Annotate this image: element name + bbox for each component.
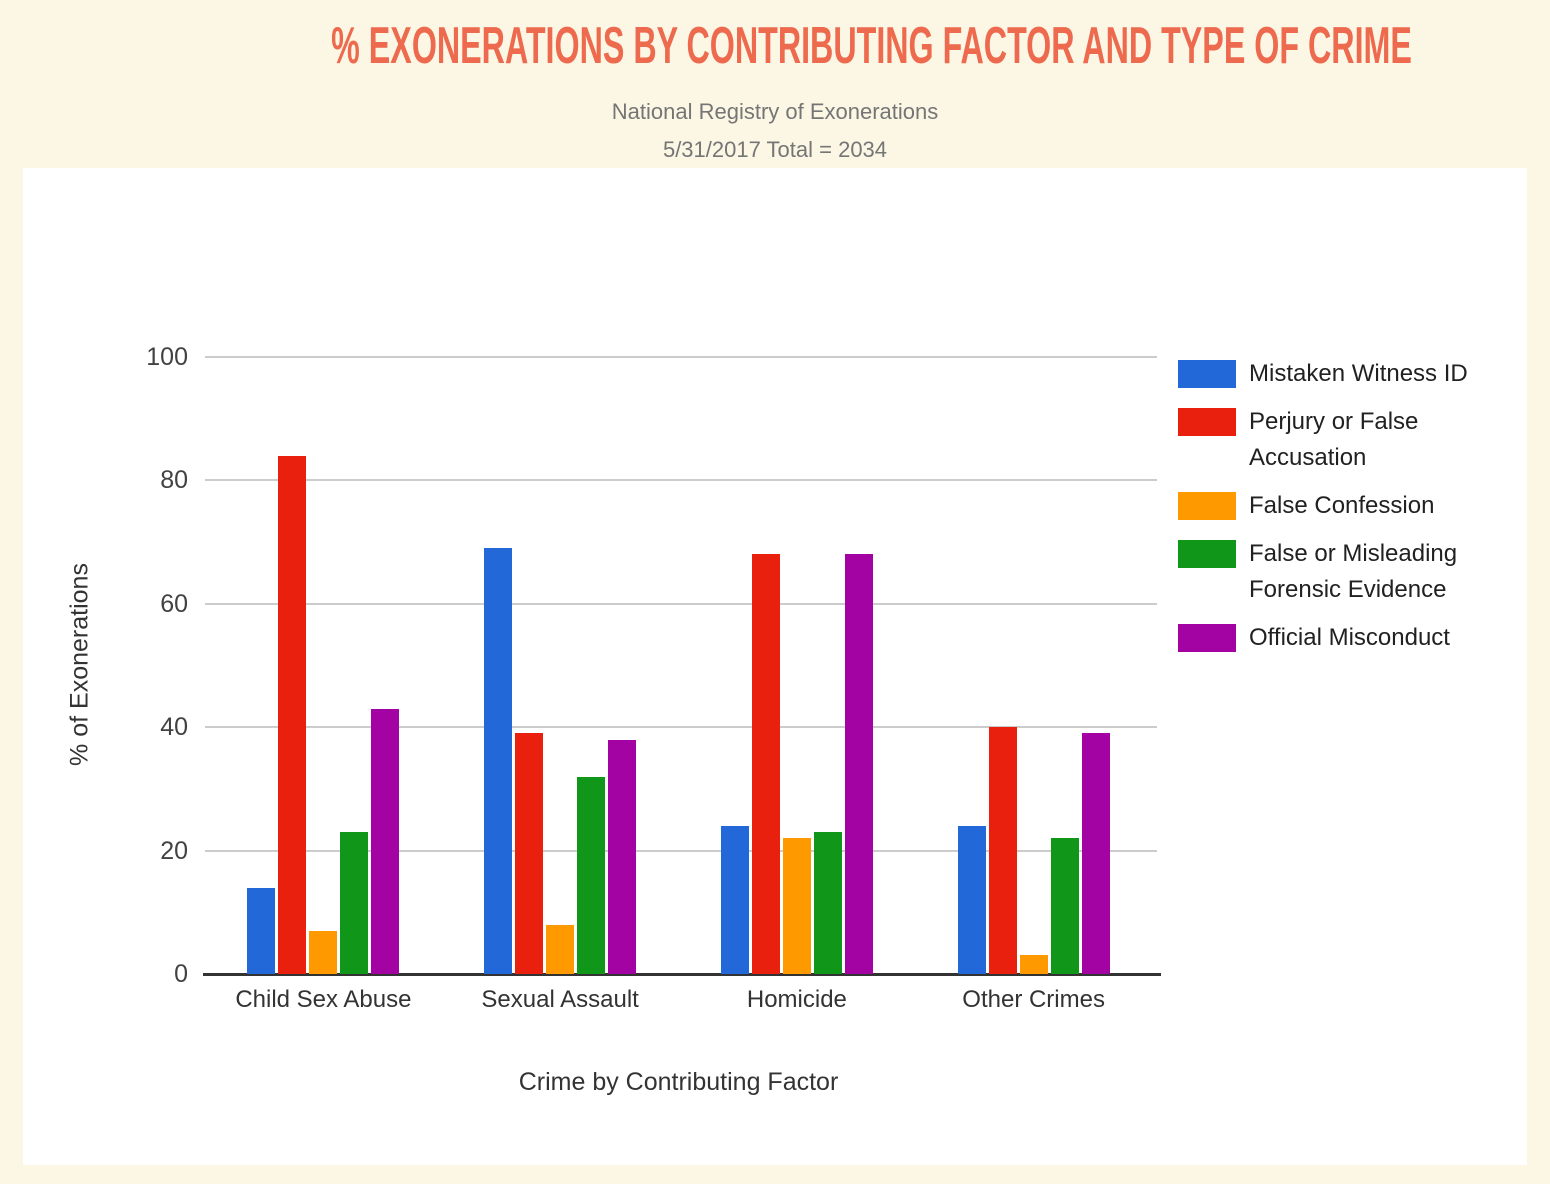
bar-homicide-3	[813, 832, 842, 974]
legend-label-3: False or Misleading Forensic Evidence	[1249, 540, 1458, 603]
legend-swatch-3	[1178, 540, 1236, 568]
bar-sexual-assault-1	[515, 733, 544, 974]
x-category-label: Sexual Assault	[481, 986, 639, 1013]
bar-sexual-assault-2	[546, 924, 575, 974]
gridline-40	[205, 726, 1157, 729]
chart-subtitle-source: National Registry of Exonerations	[611, 99, 939, 124]
bar-child-sex-abuse-0	[247, 887, 276, 974]
bar-other-crimes-4	[1081, 733, 1110, 974]
bar-child-sex-abuse-1	[278, 455, 307, 974]
bar-sexual-assault-0	[484, 548, 513, 974]
x-axis-line	[203, 973, 1161, 976]
x-category-label: Other Crimes	[962, 986, 1105, 1013]
gridline-60	[205, 602, 1157, 605]
y-tick-label-60: 60	[160, 589, 188, 618]
x-category-label: Child Sex Abuse	[235, 986, 412, 1013]
y-axis-title: % of Exonerations	[65, 563, 94, 766]
bar-sexual-assault-3	[577, 776, 606, 974]
y-tick-label-80: 80	[160, 466, 188, 495]
y-tick-label-100: 100	[146, 343, 188, 371]
x-axis-title: Crime by Contributing Factor	[518, 1068, 839, 1096]
gridline-80	[205, 479, 1157, 482]
y-tick-label-40: 40	[160, 713, 188, 742]
legend-item-3: False or Misleading Forensic Evidence	[1178, 536, 1518, 608]
legend-label-2: False Confession	[1249, 492, 1435, 519]
legend-swatch-1	[1178, 408, 1236, 436]
chart-title: % EXONERATIONS BY CONTRIBUTING FACTOR AN…	[0, 16, 1550, 76]
bar-other-crimes-3	[1050, 838, 1079, 974]
y-tick-label-20: 20	[160, 836, 188, 865]
legend-label-4: Official Misconduct	[1249, 624, 1450, 651]
legend-label-1: Perjury or False Accusation	[1249, 408, 1419, 471]
bar-homicide-2	[782, 838, 811, 974]
legend-item-0: Mistaken Witness ID	[1178, 356, 1518, 392]
legend-swatch-4	[1178, 624, 1236, 652]
bar-child-sex-abuse-3	[340, 832, 369, 974]
legend: Mistaken Witness ID Perjury or False Accu…	[1178, 356, 1518, 668]
bar-other-crimes-2	[1019, 955, 1048, 974]
bar-other-crimes-1	[988, 727, 1017, 974]
gridline-100	[205, 356, 1157, 358]
chart-title-text: % EXONERATIONS BY CONTRIBUTING FACTOR AN…	[331, 17, 1412, 75]
bar-child-sex-abuse-4	[371, 708, 400, 974]
bar-homicide-0	[720, 825, 749, 974]
chart-subtitle-date-total: 5/31/2017 Total = 2034	[662, 137, 888, 162]
legend-item-1: Perjury or False Accusation	[1178, 404, 1518, 476]
gridline-20	[205, 849, 1157, 852]
chart-area: 0 20 40 60 80 100 Child Sex Abuse Sexual Assaul…	[23, 168, 1527, 1165]
legend-item-2: False Confession	[1178, 488, 1518, 524]
bar-other-crimes-0	[957, 825, 986, 974]
legend-label-0: Mistaken Witness ID	[1249, 360, 1468, 387]
bar-homicide-4	[844, 554, 873, 974]
bar-child-sex-abuse-2	[309, 930, 338, 974]
legend-swatch-0	[1178, 360, 1236, 388]
x-category-label: Homicide	[746, 986, 847, 1013]
y-tick-label-0: 0	[174, 960, 188, 988]
legend-item-4: Official Misconduct	[1178, 620, 1518, 656]
legend-swatch-2	[1178, 492, 1236, 520]
bar-sexual-assault-4	[608, 739, 637, 974]
bar-homicide-1	[751, 554, 780, 974]
